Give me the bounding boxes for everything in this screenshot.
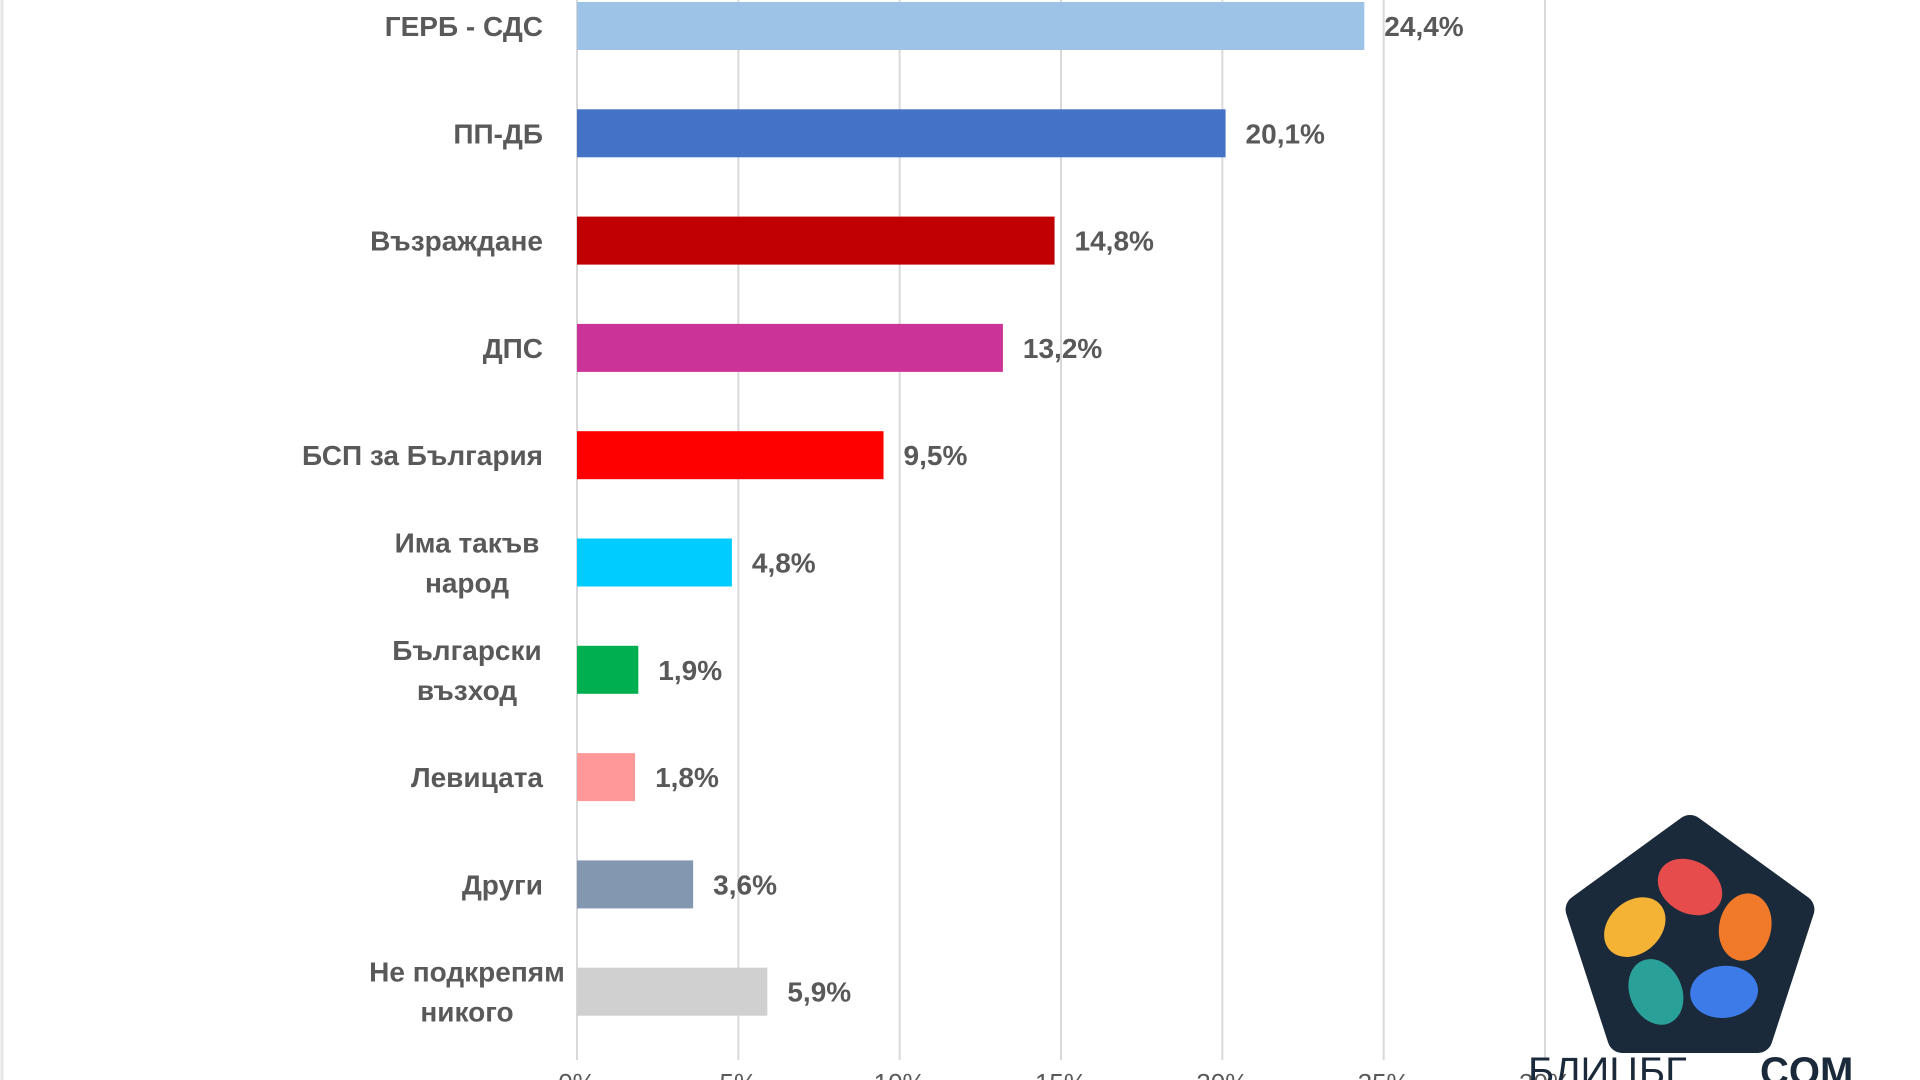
- value-label: 24,4%: [1384, 11, 1463, 42]
- value-label: 1,9%: [658, 655, 722, 686]
- logo-petal-shape: [1657, 858, 1723, 916]
- category-label: Не подкрепям никого: [369, 957, 565, 1028]
- x-tick-label: 20%: [1196, 1068, 1248, 1080]
- x-tick-label: 0%: [558, 1068, 596, 1080]
- bar: [577, 645, 639, 694]
- logo-petal-shape: [1604, 897, 1666, 957]
- x-tick-label: 15%: [1035, 1068, 1087, 1080]
- value-label: 20,1%: [1246, 118, 1325, 149]
- grid-lines: [576, 0, 1546, 1060]
- value-label: 1,8%: [655, 762, 719, 793]
- category-label: ГЕРБ - СДС: [385, 11, 543, 42]
- category-label-line: никого: [420, 997, 513, 1028]
- value-label: 13,2%: [1023, 333, 1102, 364]
- category-label: Други: [462, 869, 543, 900]
- category-label: Български възход: [392, 635, 541, 706]
- category-label: ПП-ДБ: [453, 118, 543, 149]
- logo-hub-shape: [1668, 923, 1712, 967]
- watermark-text-main: БЛИЦБГ: [1528, 1050, 1687, 1080]
- bar: [577, 538, 732, 587]
- blitz-logo: БЛИЦБГ COM: [1528, 815, 1853, 1080]
- category-label-line: възход: [417, 675, 517, 706]
- x-tick-label: 30%: [1519, 1068, 1571, 1080]
- value-label: 9,5%: [904, 440, 968, 471]
- logo-petal-shape: [1628, 959, 1684, 1025]
- category-labels: ГЕРБ - СДС ПП-ДБ Възраждане ДПС БСП за Бълга…: [302, 11, 565, 1028]
- bar: [577, 860, 694, 909]
- x-tick-label: 5%: [720, 1068, 758, 1080]
- value-label: 4,8%: [752, 548, 816, 579]
- category-label: Възраждане: [370, 226, 543, 257]
- watermark-text-suffix: COM: [1760, 1050, 1853, 1080]
- bar: [577, 967, 768, 1016]
- category-label-line: Има такъв: [395, 528, 540, 559]
- logo-petal-shape: [1718, 893, 1772, 961]
- x-tick-label: 25%: [1358, 1068, 1410, 1080]
- category-label-line: народ: [425, 568, 509, 599]
- value-labels: 24,4% 20,1% 14,8% 13,2% 9,5% 4,8% 1,9% 1,8% 3,6%…: [655, 11, 1464, 1008]
- category-label: Има такъв народ: [395, 528, 540, 599]
- category-label: ДПС: [483, 333, 543, 364]
- logo-petal-shape: [1690, 965, 1759, 1019]
- value-label: 3,6%: [713, 869, 777, 900]
- bar: [577, 109, 1226, 158]
- category-label: Левицата: [411, 762, 543, 793]
- x-axis-ticks: 0% 5% 10% 15% 20% 25% 30%: [558, 1068, 1571, 1080]
- bars: [577, 2, 1365, 1016]
- bar: [577, 2, 1365, 50]
- value-label: 14,8%: [1075, 226, 1154, 257]
- logo-mark-icon: [1565, 815, 1815, 1053]
- value-label: 5,9%: [787, 977, 851, 1008]
- x-tick-label: 10%: [874, 1068, 926, 1080]
- bar: [577, 323, 1003, 372]
- category-label-line: Български: [392, 635, 541, 666]
- bar: [577, 753, 636, 802]
- bar: [577, 216, 1055, 265]
- category-label-line: Не подкрепям: [369, 957, 565, 988]
- category-label: БСП за България: [302, 440, 543, 471]
- bar: [577, 431, 884, 480]
